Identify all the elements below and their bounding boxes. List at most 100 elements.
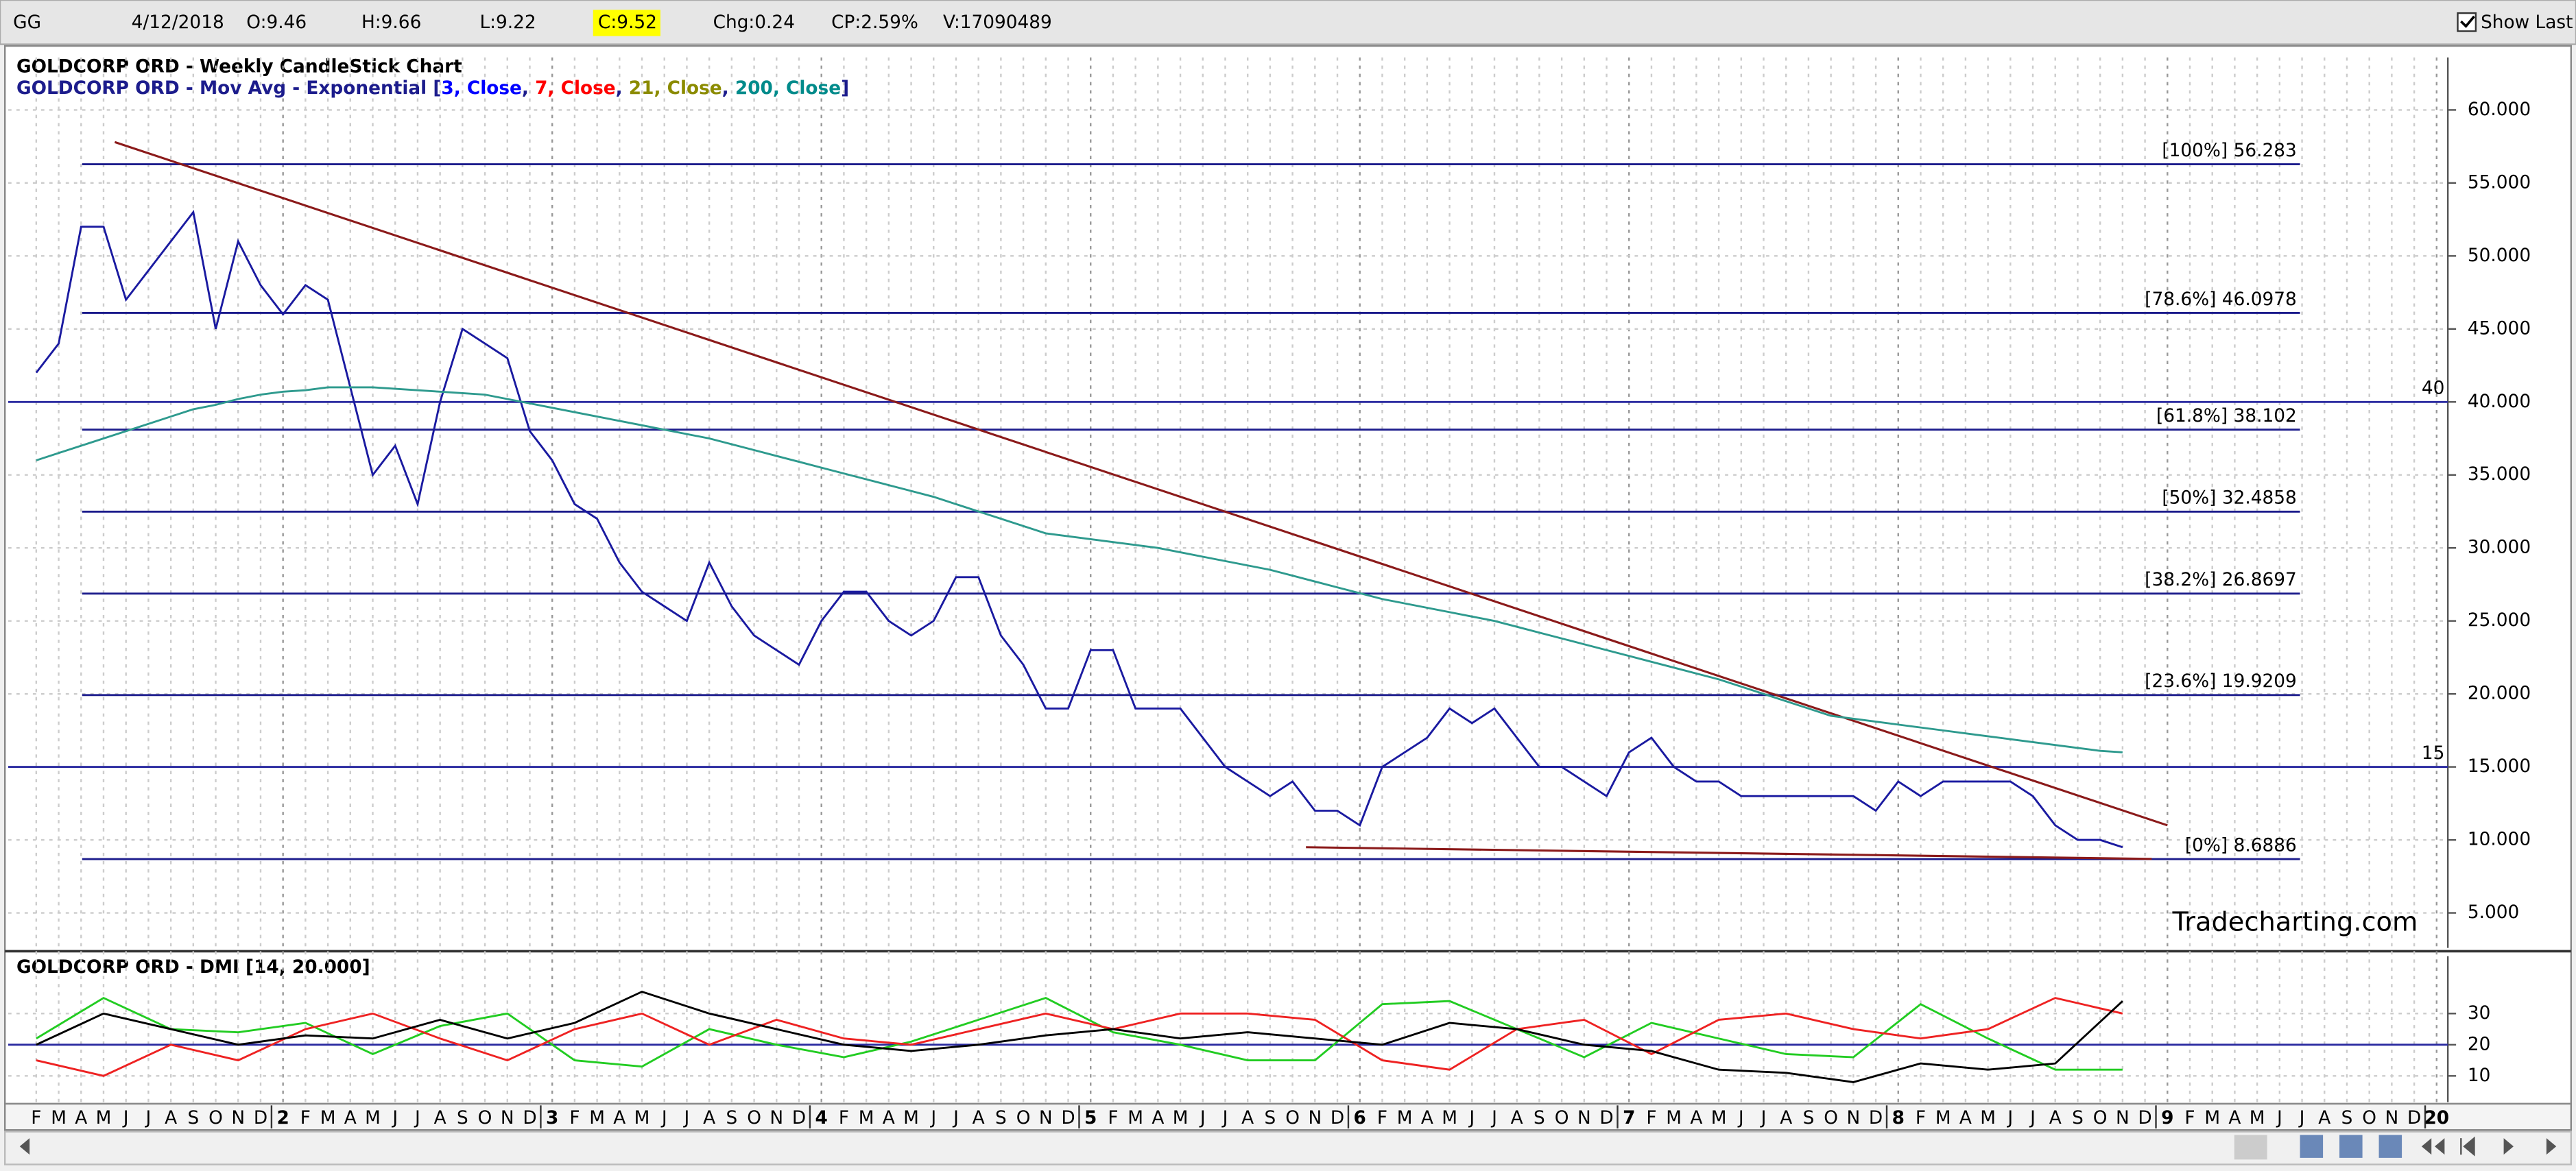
x-tick-label: J <box>1737 1108 1744 1128</box>
x-tick-label: A <box>703 1108 715 1128</box>
legend-part: , <box>616 78 629 99</box>
x-tick-label: D <box>523 1108 536 1128</box>
x-tick-label: M <box>365 1108 381 1128</box>
x-tick-label: N <box>1308 1108 1322 1128</box>
x-tick-label: 2 <box>277 1108 289 1128</box>
x-tick-label: M <box>1442 1108 1457 1128</box>
y-tick-label: 35.000 <box>2468 464 2531 485</box>
x-tick-label: F <box>1916 1108 1926 1128</box>
series-line <box>35 210 2123 849</box>
x-tick-label: J <box>1468 1108 1475 1128</box>
x-tick-label: O <box>1555 1108 1569 1128</box>
scrollbar[interactable] <box>3 1131 2573 1166</box>
tool-button[interactable] <box>2339 1135 2363 1158</box>
change: Chg:0.24 <box>713 12 795 33</box>
legend-part: 3, Close <box>441 78 522 99</box>
x-tick-label: F <box>31 1108 41 1128</box>
tool-button[interactable] <box>2378 1135 2402 1158</box>
x-tick-label: J <box>414 1108 420 1128</box>
x-tick-label: O <box>747 1108 761 1128</box>
x-tick-label: A <box>973 1108 985 1128</box>
close: C:9.52 <box>598 12 657 33</box>
nav-first[interactable] <box>2460 1136 2475 1157</box>
x-tick-label: J <box>929 1108 936 1128</box>
y-tick-label: 30 <box>2468 1003 2491 1024</box>
x-tick-label: S <box>726 1108 738 1128</box>
tool-button[interactable] <box>2300 1135 2324 1158</box>
close-highlight <box>593 10 660 36</box>
fib-label: [78.6%] 46.0978 <box>2145 289 2297 310</box>
scroll-left[interactable] <box>19 1138 30 1155</box>
x-tick-label: A <box>2228 1108 2241 1128</box>
x-tick-label: S <box>2341 1108 2353 1128</box>
watermark: Tradecharting.com <box>2171 906 2418 937</box>
x-tick-label: N <box>501 1108 514 1128</box>
legend-part: , <box>722 78 735 99</box>
scroll-right[interactable] <box>2546 1138 2557 1155</box>
x-tick-label: D <box>254 1108 267 1128</box>
x-tick-label: A <box>165 1108 177 1128</box>
x-tick-label: S <box>1534 1108 1545 1128</box>
x-tick-label: 4 <box>815 1108 828 1128</box>
x-tick-label: A <box>1511 1108 1523 1128</box>
x-tick-label: N <box>1577 1108 1591 1128</box>
x-tick-label: J <box>391 1108 398 1128</box>
nav-prev[interactable] <box>2503 1138 2514 1155</box>
x-tick-label: D <box>1061 1108 1075 1128</box>
x-tick-label: O <box>1824 1108 1838 1128</box>
x-tick-label: 20 <box>2424 1108 2449 1128</box>
x-tick-label: J <box>2006 1108 2013 1128</box>
y-tick-label: 5.000 <box>2468 902 2519 923</box>
scroll-thumb[interactable] <box>2234 1135 2267 1160</box>
x-tick-label: M <box>859 1108 874 1128</box>
x-tick-label: O <box>478 1108 492 1128</box>
x-tick-label: M <box>1711 1108 1727 1128</box>
x-tick-label: M <box>1173 1108 1189 1128</box>
legend-part: ] <box>841 78 849 99</box>
x-tick-label: A <box>2318 1108 2330 1128</box>
x-tick-label: M <box>1666 1108 1682 1128</box>
x-tick-label: 9 <box>2161 1108 2173 1128</box>
show-last-label[interactable]: Show Last <box>2481 12 2573 33</box>
change-pct: CP:2.59% <box>831 12 918 33</box>
x-tick-label: M <box>51 1108 67 1128</box>
x-tick-label: O <box>1285 1108 1300 1128</box>
y-tick-label: 25.000 <box>2468 610 2531 631</box>
x-tick-label: J <box>122 1108 129 1128</box>
nav-back[interactable] <box>2421 1138 2445 1155</box>
x-tick-label: F <box>1646 1108 1656 1128</box>
x-tick-label: J <box>1490 1108 1497 1128</box>
legend-part: GOLDCORP ORD - Mov Avg - Exponential [ <box>16 78 441 99</box>
x-tick-label: 7 <box>1623 1108 1635 1128</box>
x-tick-label: 3 <box>546 1108 558 1128</box>
x-tick-label: O <box>1016 1108 1031 1128</box>
y-tick-label: 10 <box>2468 1065 2491 1086</box>
x-tick-label: M <box>1397 1108 1413 1128</box>
x-tick-label: N <box>231 1108 245 1128</box>
x-tick-label: S <box>2072 1108 2084 1128</box>
y-tick-label: 45.000 <box>2468 318 2531 339</box>
x-tick-label: D <box>2138 1108 2151 1128</box>
x-tick-label: S <box>1265 1108 1276 1128</box>
y-tick-label: 55.000 <box>2468 172 2531 193</box>
y-tick-label: 20 <box>2468 1034 2491 1054</box>
x-tick-label: N <box>1039 1108 1053 1128</box>
fib-label: [50%] 32.4858 <box>2162 488 2296 509</box>
x-tick-label: 8 <box>1892 1108 1905 1128</box>
fib-label: [23.6%] 19.9209 <box>2145 671 2297 692</box>
series-line <box>36 997 2123 1077</box>
x-tick-label: 6 <box>1354 1108 1366 1128</box>
horizontal-line-label: 15 <box>2422 743 2445 764</box>
legend-part: 200, Close <box>735 78 841 99</box>
y-tick-label: 60.000 <box>2468 99 2531 120</box>
x-tick-label: A <box>883 1108 895 1128</box>
x-tick-label: 5 <box>1084 1108 1097 1128</box>
x-tick-label: F <box>839 1108 849 1128</box>
x-tick-label: A <box>1241 1108 1254 1128</box>
x-tick-label: M <box>1935 1108 1951 1128</box>
x-tick-label: J <box>2276 1108 2282 1128</box>
low: L:9.22 <box>479 12 536 33</box>
x-tick-label: J <box>2029 1108 2036 1128</box>
legend: GOLDCORP ORD - Mov Avg - Exponential [3,… <box>16 78 849 99</box>
